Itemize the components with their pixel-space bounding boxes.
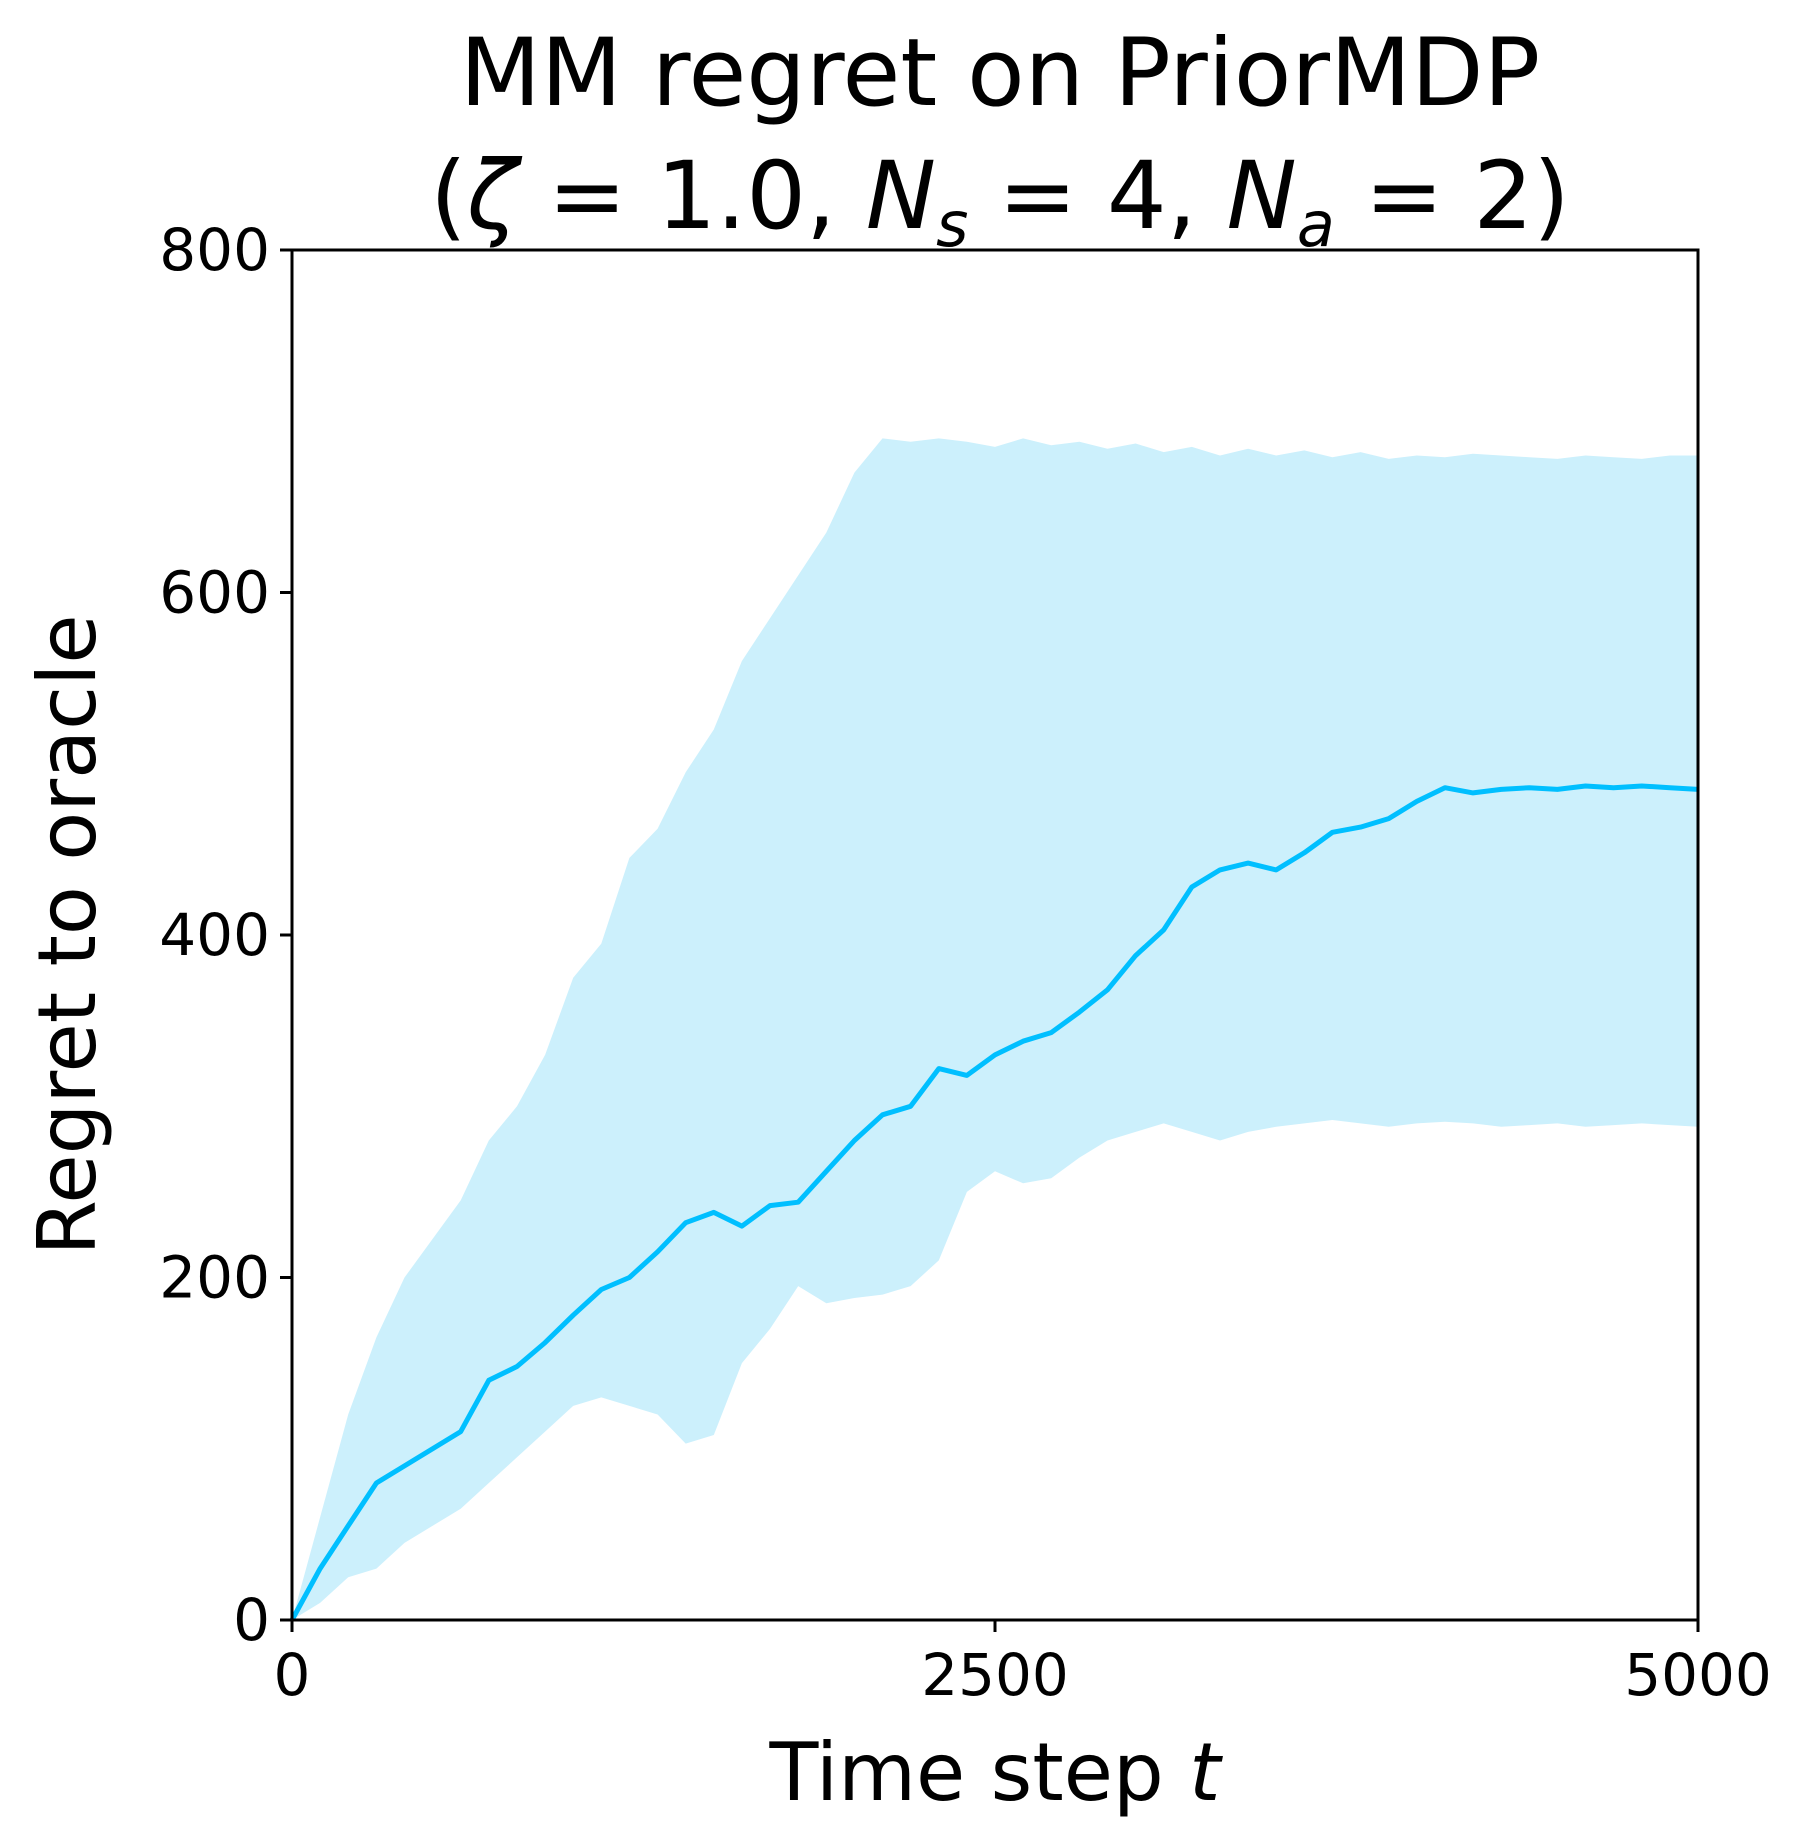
title-ns-symbol: N	[866, 142, 936, 251]
title-ns-value: = 4,	[968, 142, 1226, 251]
tick-layer: 0 2500 5000 0 200 400 600 800	[159, 216, 1772, 1709]
plot-area	[289, 438, 1699, 1622]
x-tick-label: 0	[274, 1641, 311, 1709]
title-open-paren: (	[430, 142, 467, 251]
title-zeta-value: = 1.0,	[518, 142, 866, 251]
title-zeta-symbol: ζ	[466, 142, 523, 251]
y-tick-label: 200	[159, 1244, 270, 1312]
x-axis-label-text: Time step	[768, 1726, 1189, 1819]
x-tick-label: 2500	[921, 1641, 1069, 1709]
chart-title-line1: MM regret on PriorMDP	[460, 19, 1540, 128]
y-tick-label: 400	[159, 901, 270, 969]
x-axis-label-variable: t	[1189, 1726, 1223, 1819]
y-tick-label: 800	[159, 216, 270, 284]
series-line	[289, 783, 1699, 1622]
x-tick-label: 5000	[1624, 1641, 1772, 1709]
y-tick-label: 0	[233, 1586, 270, 1654]
chart-title-line2: (ζ = 1.0, Ns = 4, Na = 2)	[430, 142, 1570, 261]
title-na-value: = 2)	[1335, 142, 1570, 251]
title-na-symbol: N	[1227, 142, 1297, 251]
y-tick-label: 600	[159, 559, 270, 627]
confidence-band	[292, 438, 1698, 1620]
y-axis-label: Regret to oracle	[21, 614, 114, 1255]
x-axis-label: Time step t	[768, 1726, 1223, 1819]
